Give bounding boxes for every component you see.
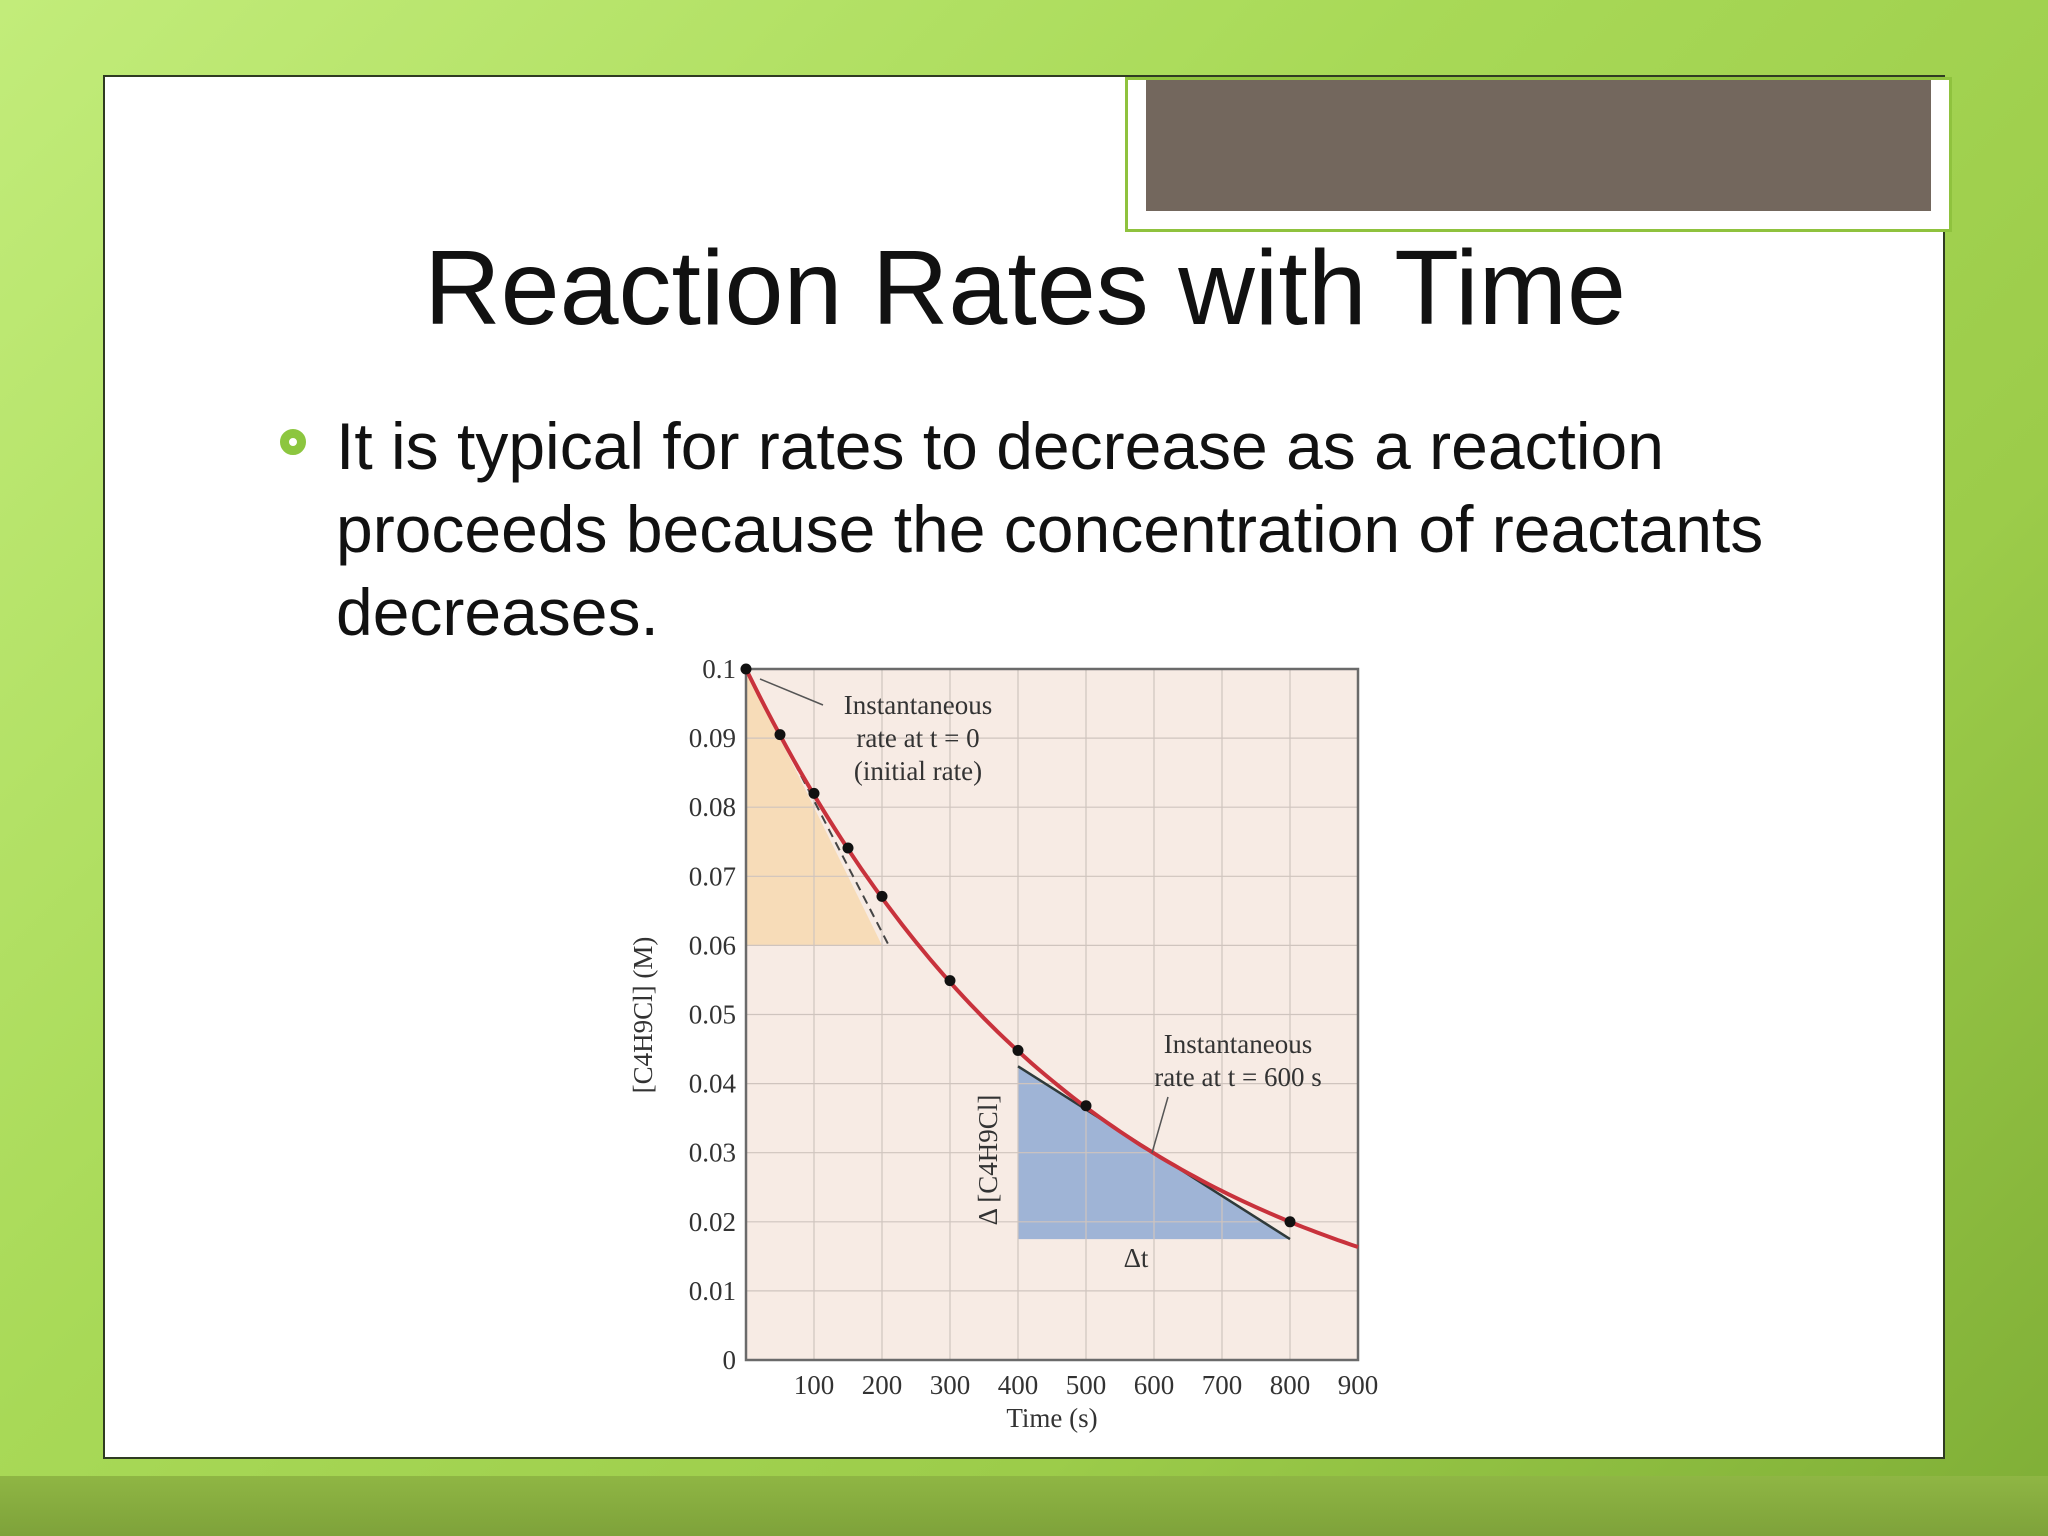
y-tick-label-0.03: 0.03 xyxy=(689,1138,736,1168)
x-tick-label-400: 400 xyxy=(998,1370,1039,1400)
y-tick-label-0.02: 0.02 xyxy=(689,1207,736,1237)
data-point-500 xyxy=(1080,1100,1092,1112)
y-tick-label-0.01: 0.01 xyxy=(689,1276,736,1306)
accent-tab xyxy=(1146,80,1931,211)
data-point-400 xyxy=(1012,1044,1024,1056)
plot-frame xyxy=(744,667,1360,1362)
y-tick-label-0.1: 0.1 xyxy=(702,655,736,684)
data-points xyxy=(740,663,1296,1228)
bullet-ring-icon xyxy=(280,429,306,455)
data-point-200 xyxy=(876,890,888,902)
annotation-initial-line1: Instantaneous xyxy=(844,690,992,720)
annotation-initial-line2: rate at t = 0 xyxy=(856,723,979,753)
y-tick-label-0: 0 xyxy=(723,1345,737,1375)
y-tick-label-0.09: 0.09 xyxy=(689,723,736,753)
data-point-800 xyxy=(1284,1216,1296,1228)
x-tick-label-200: 200 xyxy=(862,1370,903,1400)
y-tick-labels: 0 0.01 0.02 0.03 0.04 0.05 0.06 0.07 0.08 0.09 0.1 xyxy=(689,655,737,1375)
annotation-600-line1: Instantaneous xyxy=(1164,1029,1312,1059)
reaction-rate-chart: 100 200 300 400 500 600 700 800 900 0 0.01 0.02 0.0… xyxy=(628,655,1379,1433)
annotation-600-line2: rate at t = 600 s xyxy=(1154,1062,1321,1092)
x-tick-label-900: 900 xyxy=(1338,1370,1379,1400)
x-tick-label-300: 300 xyxy=(930,1370,971,1400)
y-tick-label-0.04: 0.04 xyxy=(689,1069,737,1099)
background-bottom-band xyxy=(0,1476,2048,1536)
x-tick-label-600: 600 xyxy=(1134,1370,1175,1400)
y-tick-label-0.05: 0.05 xyxy=(689,1000,736,1030)
annotation-initial-pointer xyxy=(759,678,824,706)
accent-tab-frame xyxy=(1125,77,1952,232)
data-point-150 xyxy=(842,842,854,854)
y-axis-label: [C4H9Cl] (M) xyxy=(628,937,658,1094)
slide-title: Reaction Rates with Time xyxy=(424,229,1626,347)
delta-concentration-label: Δ [C4H9Cl] xyxy=(973,1095,1003,1226)
delta-t-label: Δt xyxy=(1124,1243,1149,1273)
x-tick-label-700: 700 xyxy=(1202,1370,1243,1400)
data-point-300 xyxy=(944,975,956,987)
data-point-100 xyxy=(808,787,820,799)
y-tick-label-0.06: 0.06 xyxy=(689,930,736,960)
x-tick-labels: 100 200 300 400 500 600 700 800 900 xyxy=(794,1370,1379,1400)
data-point-50 xyxy=(774,729,786,741)
y-tick-label-0.07: 0.07 xyxy=(689,861,736,891)
annotation-600-pointer xyxy=(1151,1096,1169,1154)
annotation-initial-line3: (initial rate) xyxy=(854,756,982,786)
x-axis-label: Time (s) xyxy=(1006,1403,1097,1433)
x-tick-label-100: 100 xyxy=(794,1370,835,1400)
x-tick-label-800: 800 xyxy=(1270,1370,1311,1400)
bullet-item: It is typical for rates to decrease as a… xyxy=(336,409,1764,649)
data-point-0 xyxy=(740,663,752,675)
x-tick-label-500: 500 xyxy=(1066,1370,1107,1400)
y-tick-label-0.08: 0.08 xyxy=(689,792,736,822)
